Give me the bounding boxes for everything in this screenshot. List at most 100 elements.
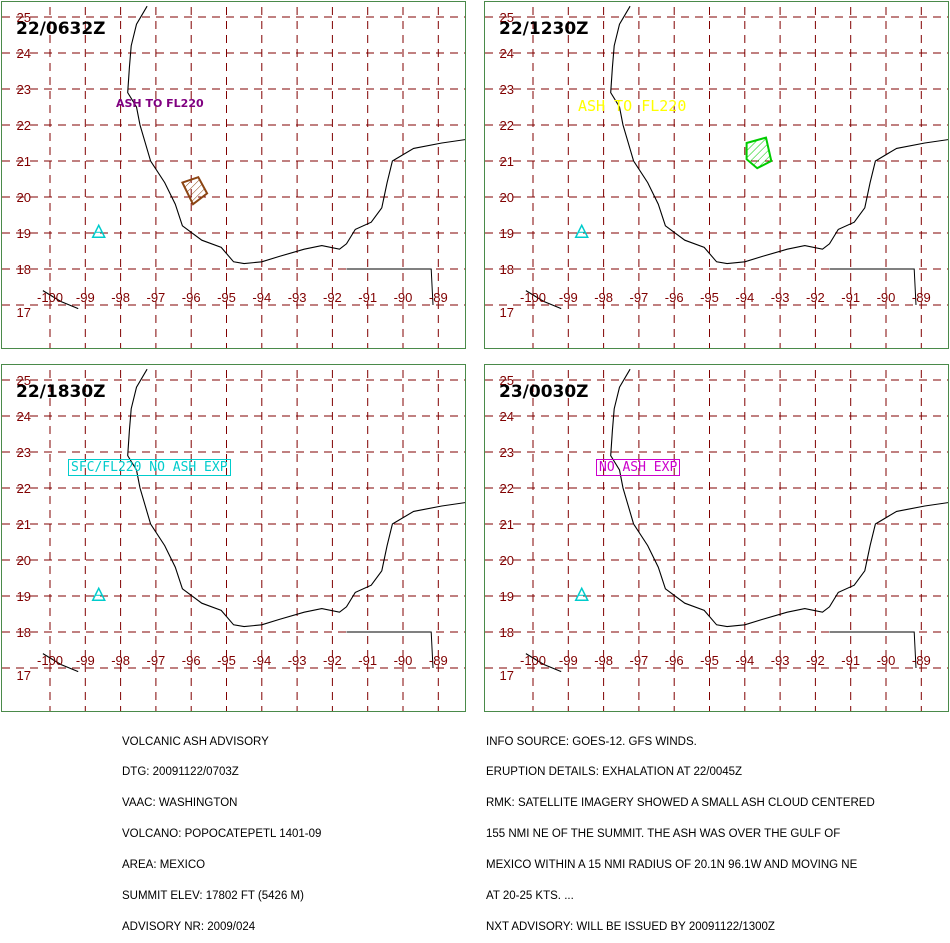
latitude-label: 20 [17, 190, 31, 205]
coastline [610, 5, 948, 265]
latitude-label: 25 [17, 10, 31, 25]
longitude-label: -98 [111, 653, 130, 668]
volcano-triangle-icon [91, 586, 106, 602]
longitude-label: -89 [912, 653, 931, 668]
latitude-label: 24 [17, 46, 31, 61]
latitude-label: 23 [500, 445, 514, 460]
latitude-label: 23 [17, 445, 31, 460]
longitude-label: -98 [111, 290, 130, 305]
longitude-label: -93 [288, 653, 307, 668]
longitude-label: -94 [252, 653, 271, 668]
longitude-label: -96 [665, 290, 684, 305]
country-border [829, 268, 917, 306]
advisory-line: ADVISORY NR: 2009/024 [122, 920, 256, 933]
latitude-label: 22 [500, 118, 514, 133]
longitude-label: -98 [594, 653, 613, 668]
latitude-label: 22 [17, 118, 31, 133]
latitude-label: 21 [17, 517, 31, 532]
latitude-label: 21 [500, 517, 514, 532]
longitude-label: -100 [37, 653, 63, 668]
longitude-label: -94 [735, 653, 754, 668]
longitude-label: -95 [217, 290, 236, 305]
latitude-label: 17 [500, 305, 514, 320]
latitude-label: 18 [500, 625, 514, 640]
latitude-label: 17 [500, 668, 514, 683]
latitude-label: 19 [17, 589, 31, 604]
country-border [829, 631, 917, 669]
latitude-label: 25 [17, 373, 31, 388]
latitude-label: 18 [17, 262, 31, 277]
longitude-label: -89 [912, 290, 931, 305]
advisory-header-block: VOLCANIC ASH ADVISORY DTG: 20091122/0703… [122, 716, 321, 943]
map-canvas-2: -100 -99 -98 -97 -96 -95 -94 -93 -92 -91 -90 -89 17 1… [485, 5, 948, 348]
map-panel-4: -100 -99 -98 -97 -96 -95 -94 -93 -92 -91 -90 -89 17 1… [484, 364, 949, 712]
longitude-label: -89 [429, 653, 448, 668]
advisory-line: AREA: MEXICO [122, 859, 206, 872]
longitude-label: -91 [841, 653, 860, 668]
advisory-line: MEXICO WITHIN A 15 NMI RADIUS OF 20.1N 9… [486, 859, 858, 872]
latitude-label: 25 [500, 10, 514, 25]
longitude-label: -91 [358, 290, 377, 305]
latitude-label: 23 [17, 82, 31, 97]
longitude-label: -90 [877, 290, 896, 305]
ash-annotation-3: SFC/FL220 NO ASH EXP [68, 459, 231, 476]
volcano-triangle-icon [574, 586, 589, 602]
longitude-label: -96 [182, 290, 201, 305]
advisory-line: 155 NMI NE OF THE SUMMIT. THE ASH WAS OV… [486, 828, 841, 841]
longitude-label: -98 [594, 290, 613, 305]
longitude-label: -96 [665, 653, 684, 668]
longitude-label: -95 [217, 653, 236, 668]
panel-time-3: 22/1830Z [16, 382, 106, 402]
advisory-line: VOLCANIC ASH ADVISORY [122, 735, 269, 748]
country-border [346, 631, 434, 669]
longitude-label: -95 [700, 653, 719, 668]
longitude-label: -100 [37, 290, 63, 305]
longitude-label: -92 [323, 290, 342, 305]
latitude-label: 24 [500, 409, 514, 424]
advisory-line: AT 20-25 KTS. ... [486, 890, 574, 903]
longitude-label: -89 [429, 290, 448, 305]
longitude-label: -92 [323, 653, 342, 668]
longitude-label: -93 [771, 290, 790, 305]
longitude-label: -100 [520, 290, 546, 305]
latitude-label: 23 [500, 82, 514, 97]
volcano-triangle-icon [91, 223, 106, 239]
longitude-label: -97 [630, 653, 649, 668]
ash-annotation-2: ASH TO FL220 [578, 97, 687, 115]
longitude-label: -97 [630, 290, 649, 305]
panel-time-1: 22/0632Z [16, 19, 106, 39]
advisory-line: VAAC: WASHINGTON [122, 797, 238, 810]
latitude-label: 19 [17, 226, 31, 241]
latitude-label: 18 [17, 625, 31, 640]
map-canvas-4: -100 -99 -98 -97 -96 -95 -94 -93 -92 -91 -90 -89 17 1… [485, 368, 948, 711]
longitude-label: -90 [394, 290, 413, 305]
latitude-label: 21 [500, 154, 514, 169]
map-panel-2: -100 -99 -98 -97 -96 -95 -94 -93 -92 -91 -90 -89 17 1… [484, 1, 949, 349]
longitude-label: -93 [771, 653, 790, 668]
ash-cloud-polygon [745, 136, 773, 170]
longitude-label: -99 [559, 290, 578, 305]
longitude-label: -99 [76, 653, 95, 668]
longitude-label: -100 [520, 653, 546, 668]
longitude-label: -90 [394, 653, 413, 668]
longitude-label: -93 [288, 290, 307, 305]
latitude-label: 20 [17, 553, 31, 568]
latitude-label: 24 [500, 46, 514, 61]
country-border [346, 268, 434, 306]
longitude-label: -99 [76, 290, 95, 305]
latitude-label: 17 [17, 305, 31, 320]
map-panel-1: -100 -99 -98 -97 -96 -95 -94 -93 -92 -91 -90 -89 17 1… [1, 1, 466, 349]
longitude-label: -91 [841, 290, 860, 305]
panel-time-2: 22/1230Z [499, 19, 589, 39]
latitude-label: 17 [17, 668, 31, 683]
latitude-label: 18 [500, 262, 514, 277]
advisory-line: NXT ADVISORY: WILL BE ISSUED BY 20091122… [486, 920, 775, 933]
coastline [525, 653, 562, 673]
longitude-label: -97 [147, 290, 166, 305]
advisory-details-block: INFO SOURCE: GOES-12. GFS WINDS. ERUPTIO… [486, 716, 875, 943]
longitude-label: -91 [358, 653, 377, 668]
latitude-label: 25 [500, 373, 514, 388]
latitude-label: 20 [500, 553, 514, 568]
coastline [127, 5, 465, 265]
latitude-label: 22 [17, 481, 31, 496]
